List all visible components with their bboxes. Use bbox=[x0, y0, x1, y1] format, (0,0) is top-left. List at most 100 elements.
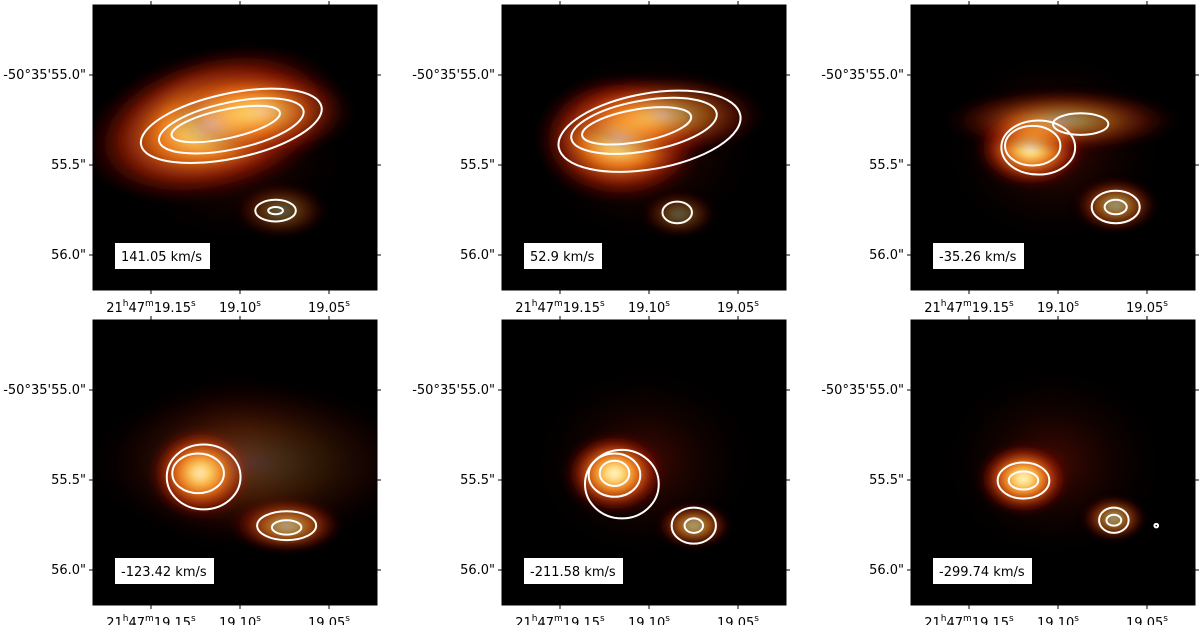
y-tick-label: -50°35'55.0" bbox=[412, 383, 495, 398]
contour-line bbox=[583, 448, 660, 520]
ra-hours-unit: h bbox=[532, 299, 538, 309]
velocity-label: 141.05 km/s bbox=[115, 243, 210, 269]
ra-seconds: 19.15 bbox=[563, 616, 600, 625]
contour-line bbox=[570, 96, 718, 155]
y-tick-label: -50°35'55.0" bbox=[821, 383, 904, 398]
y-tick-label: 56.0" bbox=[460, 563, 495, 578]
emission-map bbox=[93, 359, 377, 566]
ra-seconds-unit: s bbox=[191, 299, 196, 309]
x-tick-label: 19.10s bbox=[219, 614, 261, 625]
ra-minutes: 47 bbox=[129, 616, 146, 625]
ra-seconds-unit: s bbox=[345, 614, 350, 624]
ra-hours-unit: h bbox=[532, 614, 538, 624]
y-tick-label: 55.5" bbox=[869, 473, 904, 488]
ra-seconds: 19.15 bbox=[972, 616, 1009, 625]
ra-minutes: 47 bbox=[129, 301, 146, 316]
x-tick-label: 21h47m19.15s bbox=[924, 614, 1014, 625]
x-tick-label: 19.05s bbox=[308, 614, 350, 625]
emission-map bbox=[93, 43, 359, 251]
emission-blob bbox=[1072, 177, 1159, 234]
ra-seconds: 19.05 bbox=[308, 301, 345, 316]
contour-line bbox=[1103, 198, 1128, 216]
panel-frame bbox=[910, 4, 1196, 291]
ra-hours-unit: h bbox=[941, 299, 947, 309]
contour-line bbox=[683, 517, 705, 534]
ra-seconds: 19.05 bbox=[717, 616, 754, 625]
x-tick-label: 21h47m19.15s bbox=[515, 299, 605, 316]
y-tick-label: -50°35'55.0" bbox=[412, 68, 495, 83]
contour-line bbox=[996, 461, 1051, 500]
contour-line bbox=[256, 510, 318, 542]
contour-line bbox=[1153, 522, 1160, 529]
contour-line bbox=[1000, 119, 1077, 176]
ra-minutes: 47 bbox=[538, 301, 555, 316]
x-tick-label: 21h47m19.15s bbox=[106, 614, 196, 625]
emission-map bbox=[933, 44, 1183, 251]
x-tick-label: 19.10s bbox=[628, 299, 670, 316]
ra-seconds: 19.15 bbox=[563, 301, 600, 316]
ra-seconds-unit: s bbox=[600, 299, 605, 309]
ra-seconds-unit: s bbox=[256, 299, 261, 309]
contour-line bbox=[270, 519, 303, 536]
y-tick-label: 56.0" bbox=[51, 248, 86, 263]
y-tick-label: 56.0" bbox=[460, 248, 495, 263]
emission-map bbox=[933, 359, 1173, 566]
velocity-label: -211.58 km/s bbox=[524, 558, 623, 584]
panel-frame bbox=[92, 319, 378, 606]
ra-seconds-unit: s bbox=[345, 299, 350, 309]
ra-minutes: 47 bbox=[947, 301, 964, 316]
channel-panel: -50°35'55.0"55.5"56.0"21h47m19.15s 19.10s… bbox=[412, 316, 790, 625]
velocity-label-box bbox=[933, 243, 1024, 269]
ra-seconds: 19.05 bbox=[308, 616, 345, 625]
ra-seconds-unit: s bbox=[665, 614, 670, 624]
contour-line bbox=[267, 206, 284, 216]
velocity-label-text: -211.58 km/s bbox=[530, 565, 616, 580]
y-tick-label: -50°35'55.0" bbox=[821, 68, 904, 83]
ra-seconds: 19.10 bbox=[1037, 616, 1074, 625]
velocity-label-text: -35.26 km/s bbox=[939, 250, 1017, 265]
y-tick-label: 56.0" bbox=[869, 248, 904, 263]
ra-seconds-unit: s bbox=[665, 299, 670, 309]
ra-minutes-unit: m bbox=[145, 299, 154, 309]
x-tick-label: 19.10s bbox=[1037, 614, 1079, 625]
channel-panel: -50°35'55.0"55.5"56.0"21h47m19.15s 19.10s… bbox=[3, 1, 381, 316]
y-tick-label: 56.0" bbox=[51, 563, 86, 578]
ra-minutes-unit: m bbox=[554, 614, 563, 624]
contour-line bbox=[581, 106, 693, 146]
emission-blob bbox=[166, 64, 359, 159]
contour-line bbox=[1007, 470, 1040, 491]
ra-seconds-unit: s bbox=[600, 614, 605, 624]
ra-minutes: 47 bbox=[538, 616, 555, 625]
emission-blob bbox=[942, 87, 1183, 154]
y-tick-label: 56.0" bbox=[869, 563, 904, 578]
ra-hours: 21 bbox=[106, 301, 123, 316]
contour-line bbox=[670, 506, 717, 545]
emission-blob bbox=[556, 72, 768, 158]
velocity-label-text: 52.9 km/s bbox=[530, 250, 595, 265]
ra-seconds-unit: s bbox=[1074, 614, 1079, 624]
contour-line bbox=[598, 459, 631, 487]
velocity-label-box bbox=[524, 558, 623, 584]
velocity-label-text: -299.74 km/s bbox=[939, 565, 1025, 580]
x-tick-label: 19.10s bbox=[1037, 299, 1079, 316]
ra-seconds: 19.05 bbox=[1126, 301, 1163, 316]
ra-minutes: 47 bbox=[947, 616, 964, 625]
emission-blob bbox=[640, 190, 718, 238]
ra-seconds: 19.10 bbox=[219, 616, 256, 625]
ra-seconds: 19.15 bbox=[972, 301, 1009, 316]
contour-line bbox=[1098, 506, 1130, 534]
panel-frame bbox=[910, 319, 1196, 606]
channel-panel: -50°35'55.0"55.5"56.0"21h47m19.15s 19.10s… bbox=[3, 316, 381, 625]
y-tick-label: 55.5" bbox=[869, 158, 904, 173]
ra-seconds: 19.15 bbox=[154, 616, 191, 625]
ra-seconds-unit: s bbox=[256, 614, 261, 624]
y-tick-label: 55.5" bbox=[460, 158, 495, 173]
y-tick-label: 55.5" bbox=[51, 158, 86, 173]
panel-frame bbox=[92, 4, 378, 291]
channel-panel: -50°35'55.0" 55.5" 56.0" 21h47m19.15s 19.10s… bbox=[412, 1, 790, 316]
velocity-label-box bbox=[933, 558, 1032, 584]
x-tick-label: 19.05s bbox=[1126, 299, 1168, 316]
ra-seconds: 19.10 bbox=[219, 301, 256, 316]
emission-blob bbox=[655, 502, 733, 550]
